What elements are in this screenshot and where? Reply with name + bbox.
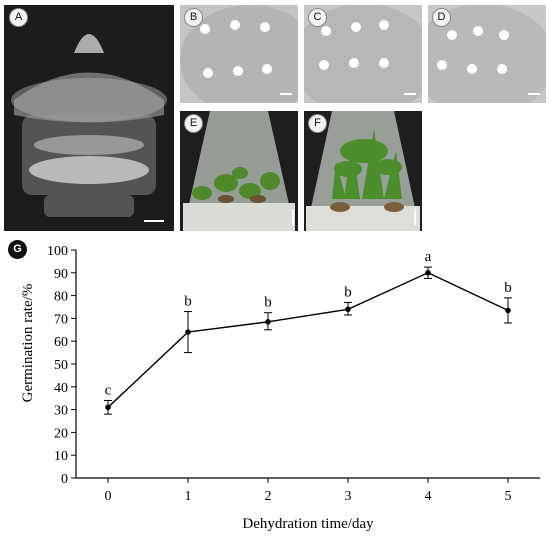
x-tick-label: 2 (265, 489, 272, 504)
x-axis-label: Dehydration time/day (242, 516, 374, 532)
series-line (105, 270, 511, 411)
panel-label-a: A (9, 8, 28, 27)
y-tick-label: 0 (61, 472, 68, 487)
scale-bar (144, 220, 164, 222)
data-point (265, 319, 271, 325)
photo-flask-e (180, 111, 298, 231)
y-tick-label: 30 (54, 404, 68, 419)
panel-label-c: C (308, 8, 327, 27)
chart-axes (75, 250, 540, 479)
scale-bar (292, 209, 294, 225)
significance-letter: c (105, 382, 112, 398)
y-tick-label: 40 (54, 381, 68, 396)
significance-letter: b (504, 280, 512, 296)
y-tick-label: 50 (54, 358, 68, 373)
significance-letter: a (425, 249, 432, 265)
y-tick-label: 20 (54, 426, 68, 441)
data-point (345, 306, 351, 313)
photo-desiccator (4, 5, 174, 231)
data-point (185, 329, 191, 335)
y-tick-label: 100 (47, 244, 68, 259)
panel-label-g: G (8, 240, 27, 259)
y-axis-label: Germination rate/% (20, 284, 36, 403)
y-tick-label: 60 (54, 335, 68, 350)
x-tick-label: 1 (185, 489, 192, 504)
scale-bar (404, 93, 416, 95)
x-tick-label: 4 (425, 489, 432, 504)
data-point (105, 404, 111, 411)
significance-letter: b (264, 295, 272, 311)
data-point (425, 270, 431, 276)
panel-label-d: D (432, 8, 451, 27)
y-tick-label: 90 (54, 267, 68, 282)
photo-flask-f (304, 111, 422, 231)
data-point (505, 307, 511, 314)
germination-line-chart: 0 10 20 30 40 50 60 70 80 90 100 0 1 2 3 4 5 c b b b a b Ger… (20, 244, 540, 532)
x-axis-ticks: 0 1 2 3 4 5 (105, 478, 512, 504)
scale-bar (280, 93, 292, 95)
y-tick-label: 10 (54, 449, 68, 464)
significance-letters: c b b b a b (105, 249, 512, 398)
scale-bar (528, 93, 540, 95)
x-tick-label: 5 (505, 489, 512, 504)
error-bars (104, 266, 512, 415)
y-axis-ticks: 0 10 20 30 40 50 60 70 80 90 100 (47, 244, 76, 487)
scale-bar (414, 209, 416, 225)
significance-letter: b (344, 284, 352, 300)
y-tick-label: 70 (54, 312, 68, 327)
x-tick-label: 3 (345, 489, 352, 504)
panel-label-f: F (308, 114, 327, 133)
panel-label-b: B (184, 8, 203, 27)
series-line-path (107, 272, 509, 408)
significance-letter: b (184, 294, 192, 310)
y-tick-label: 80 (54, 290, 68, 305)
panel-label-e: E (184, 114, 203, 133)
x-tick-label: 0 (105, 489, 112, 504)
